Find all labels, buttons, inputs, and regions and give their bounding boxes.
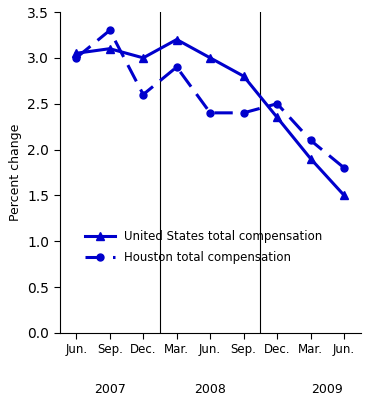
Houston total compensation [308,138,313,143]
Houston total compensation [174,65,179,69]
United States total compensation [141,55,145,60]
Y-axis label: Percent change: Percent change [9,124,22,221]
United States total compensation [208,55,212,60]
United States total compensation [74,51,78,56]
Houston total compensation [241,110,246,115]
United States total compensation [174,37,179,42]
Houston total compensation [275,101,279,106]
United States total compensation [275,115,279,120]
United States total compensation [108,46,112,51]
Houston total compensation [208,110,212,115]
Text: 2008: 2008 [194,383,226,395]
Line: United States total compensation: United States total compensation [72,35,348,200]
Text: 2009: 2009 [311,383,343,395]
United States total compensation [342,193,346,198]
Legend: United States total compensation, Houston total compensation: United States total compensation, Housto… [80,225,327,269]
Line: Houston total compensation: Houston total compensation [73,27,347,171]
United States total compensation [241,74,246,79]
Houston total compensation [342,166,346,170]
Houston total compensation [74,55,78,60]
Text: 2007: 2007 [94,383,126,395]
Houston total compensation [141,92,145,97]
United States total compensation [308,156,313,161]
Houston total compensation [108,28,112,33]
